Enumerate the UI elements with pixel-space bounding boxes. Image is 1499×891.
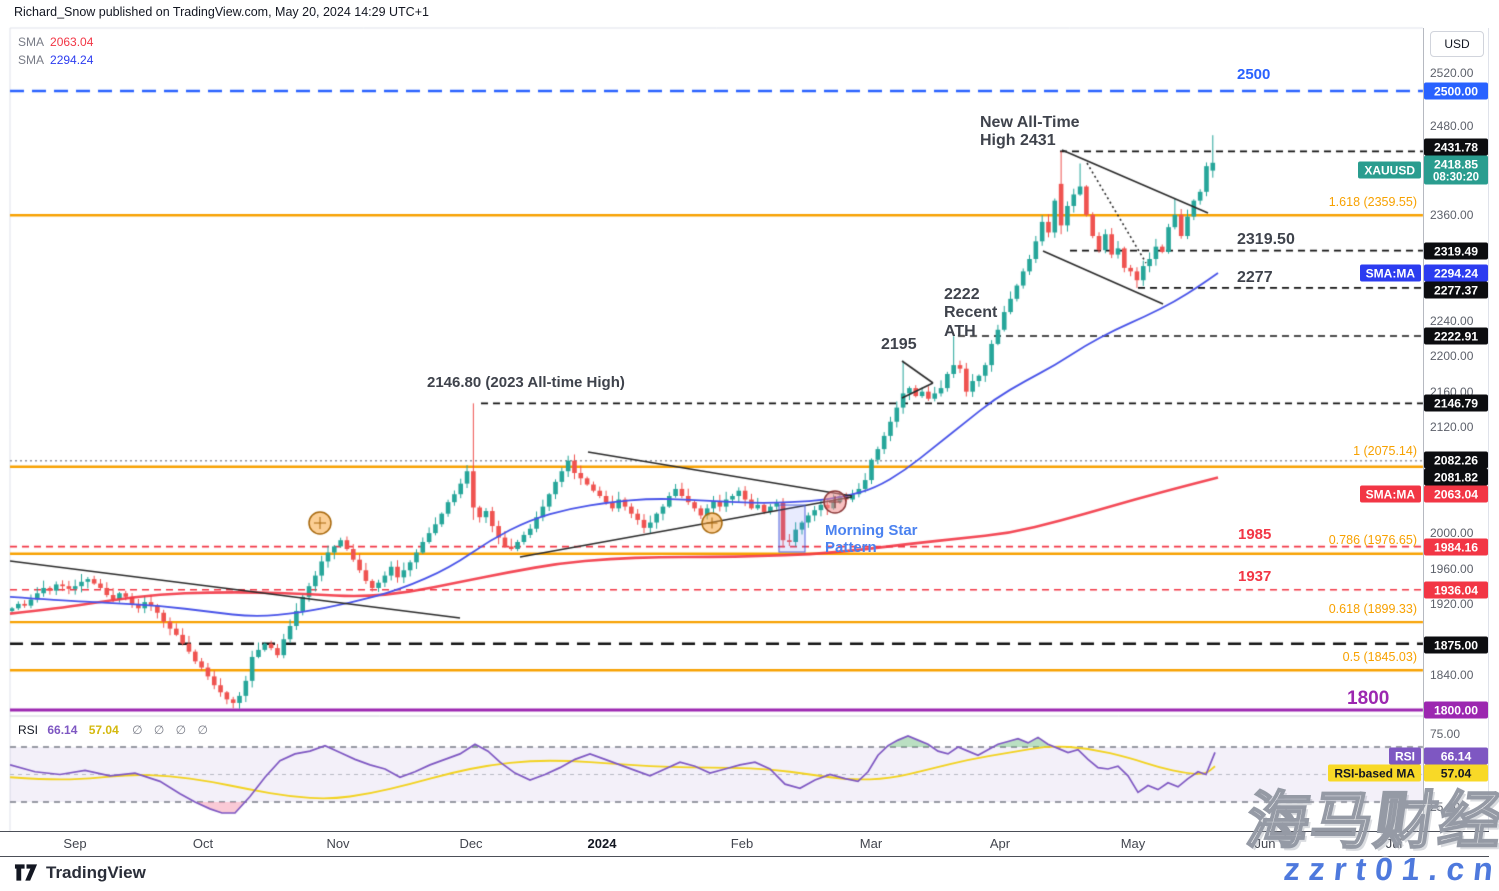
tradingview-brand-text: TradingView — [46, 862, 146, 882]
price-badge: 2081.82 — [1424, 468, 1488, 486]
series-label-chip: XAUUSD — [1358, 161, 1421, 179]
series-label-chip: RSI — [1388, 747, 1421, 765]
new-ath-label[interactable]: New All-Time High 2431 — [980, 114, 1080, 150]
level-2277-label[interactable]: 2277 — [1237, 269, 1273, 286]
price-tick: 2240.00 — [1430, 314, 1474, 328]
price-badge: 1936.04 — [1424, 581, 1488, 599]
price-badge: 57.04 — [1424, 764, 1488, 782]
level-1985-label[interactable]: 1985 — [1238, 526, 1272, 543]
publish-title: Richard_Snow published on TradingView.co… — [14, 5, 429, 19]
currency-toggle-button[interactable]: USD — [1430, 31, 1484, 57]
price-tick: 2200.00 — [1430, 349, 1474, 363]
time-axis-label: Sep — [63, 836, 87, 851]
fib-level-label: 0.618 (1899.33) — [1328, 602, 1417, 616]
series-label-chip: RSI-based MA — [1328, 764, 1421, 782]
price-badge: 2146.79 — [1424, 394, 1488, 412]
price-axis-separator — [1423, 28, 1424, 856]
price-badge: 1984.16 — [1424, 538, 1488, 556]
sma-legend[interactable]: SMA 2063.04 SMA 2294.24 — [18, 33, 93, 69]
price-badge: 1800.00 — [1424, 701, 1488, 719]
time-axis-label: 2024 — [587, 836, 617, 851]
price-badge: 2431.78 — [1424, 138, 1488, 156]
panel-right-border — [1488, 28, 1489, 831]
time-axis-top-border — [0, 831, 1489, 832]
price-tick: 2000.00 — [1430, 526, 1474, 540]
price-badge: 2082.26 — [1424, 451, 1488, 469]
price-badge: 2319.49 — [1424, 242, 1488, 260]
price-tick: 1960.00 — [1430, 562, 1474, 576]
price-tick: 1840.00 — [1430, 668, 1474, 682]
level-1800-label[interactable]: 1800 — [1347, 688, 1390, 709]
time-axis-label: Oct — [192, 836, 214, 851]
sma-fast-value: 2063.04 — [50, 35, 94, 49]
sma-slow-value: 2294.24 — [50, 53, 94, 67]
fib-level-label: 1.618 (2359.55) — [1328, 195, 1417, 209]
time-axis-label: Feb — [730, 836, 754, 851]
time-axis-label: Nov — [326, 836, 350, 851]
level-2319-label[interactable]: 2319.50 — [1237, 231, 1295, 248]
series-label-chip: SMA:MA — [1359, 264, 1421, 282]
watermark-url: zzrt01.cn — [1282, 851, 1499, 887]
time-axis-label: Jun — [1254, 836, 1276, 851]
price-badge: 2063.04 — [1424, 485, 1488, 503]
rsi-value: 66.14 — [47, 723, 78, 737]
time-axis-label: Jul — [1385, 836, 1403, 851]
tradingview-brand[interactable]: TradingView — [14, 862, 146, 883]
level-1937-label[interactable]: 1937 — [1238, 568, 1272, 585]
price-badge: 1875.00 — [1424, 636, 1488, 654]
recent-ath-label[interactable]: 2222 Recent ATH — [944, 286, 998, 340]
time-axis[interactable] — [0, 832, 1499, 856]
fib-level-label: 0.786 (1976.65) — [1328, 533, 1417, 547]
fib-level-label: 0.5 (1845.03) — [1342, 650, 1417, 664]
price-badge: 2222.91 — [1424, 327, 1488, 345]
series-label-chip: SMA:MA — [1359, 485, 1421, 503]
price-tick: 1920.00 — [1430, 597, 1474, 611]
time-axis-bottom-border — [0, 856, 1489, 857]
price-tick: 2120.00 — [1430, 420, 1474, 434]
price-badge: 2418.85 08:30:20 — [1424, 155, 1488, 185]
watermark-cjk: 海马财经 — [1241, 786, 1499, 857]
morning-star-label[interactable]: Morning Star Pattern — [825, 522, 918, 557]
rsi-label: RSI — [18, 723, 39, 737]
sma-slow-legend-row: SMA 2294.24 — [18, 51, 93, 69]
price-tick: 2360.00 — [1430, 208, 1474, 222]
price-tick: 75.00 — [1430, 727, 1461, 741]
price-badge: 2277.37 — [1424, 281, 1488, 299]
price-badge: 2500.00 — [1424, 82, 1488, 100]
rsi-legend[interactable]: RSI 66.14 57.04 ∅ ∅ ∅ ∅ — [18, 723, 212, 737]
countdown-timer: 08:30:20 — [1432, 171, 1480, 183]
price-tick: 2520.00 — [1430, 66, 1474, 80]
price-badge: 2294.24 — [1424, 264, 1488, 282]
fib-level-label: 1 (2075.14) — [1353, 444, 1417, 458]
level-2500-label[interactable]: 2500 — [1237, 66, 1271, 83]
time-axis-label: Mar — [859, 836, 883, 851]
level-2195-label[interactable]: 2195 — [881, 336, 917, 353]
price-tick: 2480.00 — [1430, 119, 1474, 133]
sma-fast-legend-row: SMA 2063.04 — [18, 33, 93, 51]
time-axis-label: Apr — [989, 836, 1011, 851]
ath-2023-label[interactable]: 2146.80 (2023 All-time High) — [427, 374, 625, 391]
sma-slow-label: SMA — [18, 53, 45, 67]
price-tick: 25.00 — [1430, 800, 1461, 814]
price-badge: 66.14 — [1424, 747, 1488, 765]
time-axis-label: May — [1120, 836, 1146, 851]
rsi-ma-value: 57.04 — [88, 723, 119, 737]
sma-fast-label: SMA — [18, 35, 45, 49]
tradingview-logo-icon — [14, 864, 38, 881]
time-axis-label: Dec — [459, 836, 483, 851]
rsi-empty-params: ∅ ∅ ∅ ∅ — [132, 723, 212, 737]
